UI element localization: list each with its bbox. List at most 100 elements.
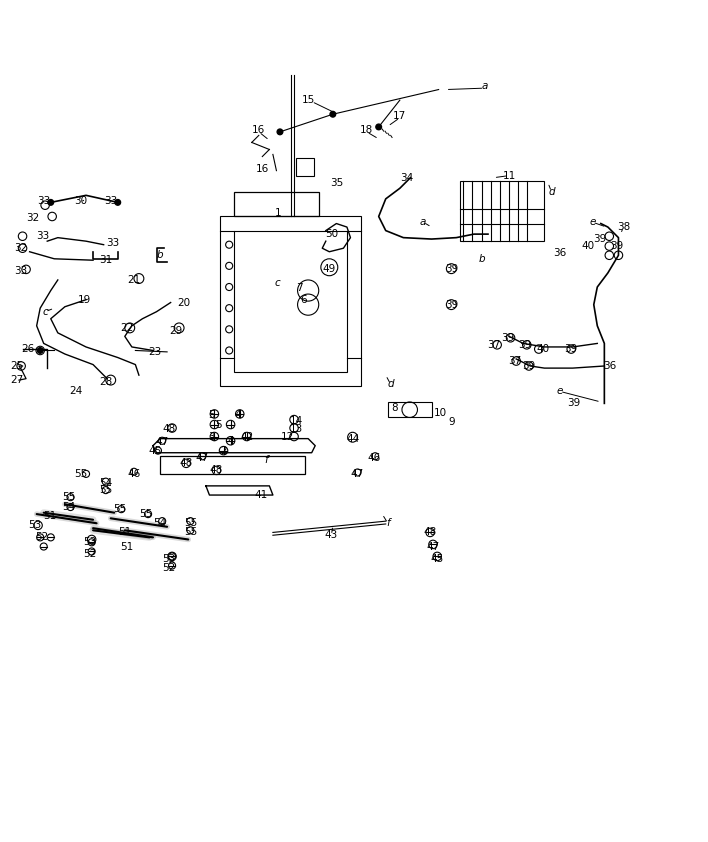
Text: 39: 39 bbox=[523, 361, 535, 371]
Text: 41: 41 bbox=[254, 490, 268, 500]
Text: 52: 52 bbox=[163, 562, 176, 573]
Text: 49: 49 bbox=[323, 264, 336, 274]
Text: 39: 39 bbox=[445, 300, 458, 310]
Text: 39: 39 bbox=[501, 333, 515, 343]
Text: c: c bbox=[275, 279, 280, 289]
Text: e: e bbox=[556, 386, 563, 397]
Text: e: e bbox=[589, 217, 595, 227]
Text: 29: 29 bbox=[170, 326, 183, 336]
Text: 47: 47 bbox=[195, 453, 209, 462]
Text: 4: 4 bbox=[227, 436, 234, 445]
Bar bbox=[296, 158, 314, 176]
Bar bbox=[160, 456, 304, 474]
Text: 53: 53 bbox=[83, 537, 96, 547]
Text: 23: 23 bbox=[149, 347, 161, 357]
Text: d: d bbox=[548, 187, 555, 197]
Text: 17: 17 bbox=[393, 111, 406, 121]
Text: 31: 31 bbox=[99, 255, 113, 265]
Text: c: c bbox=[42, 306, 48, 317]
Text: 32: 32 bbox=[26, 213, 40, 223]
Text: 33: 33 bbox=[106, 238, 120, 248]
Text: 55: 55 bbox=[139, 509, 153, 519]
Text: 2: 2 bbox=[220, 445, 227, 456]
Text: 44: 44 bbox=[346, 434, 359, 444]
Text: 42: 42 bbox=[240, 431, 253, 441]
Text: 39: 39 bbox=[610, 241, 623, 251]
Text: 33: 33 bbox=[104, 196, 118, 206]
Text: a: a bbox=[420, 217, 426, 227]
Text: 33: 33 bbox=[37, 196, 50, 206]
Bar bbox=[388, 402, 432, 418]
Text: 19: 19 bbox=[78, 295, 91, 305]
Bar bbox=[234, 192, 319, 216]
Text: 54: 54 bbox=[99, 478, 113, 488]
Text: 55: 55 bbox=[184, 527, 197, 537]
Text: 39: 39 bbox=[564, 344, 578, 354]
Text: 14: 14 bbox=[290, 416, 303, 426]
Text: 40: 40 bbox=[581, 241, 595, 251]
Text: 7: 7 bbox=[296, 284, 302, 293]
Text: 39: 39 bbox=[518, 340, 531, 349]
Text: 51: 51 bbox=[120, 541, 134, 552]
Text: 45: 45 bbox=[149, 445, 161, 456]
Text: 30: 30 bbox=[74, 196, 87, 206]
Text: 24: 24 bbox=[69, 386, 82, 397]
Bar bbox=[220, 216, 361, 386]
Text: 48: 48 bbox=[163, 424, 176, 434]
Text: 8: 8 bbox=[392, 403, 398, 413]
Text: 47: 47 bbox=[351, 469, 364, 479]
Text: 51: 51 bbox=[42, 511, 56, 521]
Text: 13: 13 bbox=[290, 424, 303, 434]
Text: 33: 33 bbox=[35, 232, 49, 241]
Text: b: b bbox=[156, 250, 164, 260]
Text: 27: 27 bbox=[11, 375, 23, 385]
Text: 37: 37 bbox=[487, 340, 501, 349]
Text: 37: 37 bbox=[508, 356, 521, 366]
Text: 4: 4 bbox=[234, 410, 241, 420]
Text: 48: 48 bbox=[423, 527, 437, 537]
Text: 6: 6 bbox=[300, 295, 307, 305]
Bar bbox=[234, 231, 347, 371]
Text: 20: 20 bbox=[177, 297, 190, 307]
Text: f: f bbox=[386, 519, 389, 528]
Text: 51: 51 bbox=[118, 527, 132, 537]
Text: 3: 3 bbox=[208, 431, 215, 441]
Text: 16: 16 bbox=[252, 125, 266, 136]
Text: 26: 26 bbox=[21, 344, 35, 354]
Text: 1: 1 bbox=[275, 208, 281, 218]
Text: 55: 55 bbox=[113, 504, 127, 514]
Text: 39: 39 bbox=[445, 264, 458, 274]
Circle shape bbox=[277, 129, 282, 135]
Text: 10: 10 bbox=[433, 408, 447, 418]
Circle shape bbox=[115, 200, 120, 205]
Text: 48: 48 bbox=[210, 466, 223, 476]
Text: 12: 12 bbox=[280, 431, 294, 441]
Text: 43: 43 bbox=[325, 530, 338, 541]
Text: 47: 47 bbox=[426, 541, 440, 552]
Text: 39: 39 bbox=[567, 398, 581, 408]
Text: 11: 11 bbox=[503, 171, 515, 180]
Text: 16: 16 bbox=[256, 163, 269, 173]
Text: 55: 55 bbox=[62, 493, 75, 502]
Text: 5: 5 bbox=[215, 419, 222, 429]
Text: 34: 34 bbox=[400, 173, 413, 183]
Text: 40: 40 bbox=[537, 344, 549, 354]
Text: 54: 54 bbox=[62, 502, 75, 512]
Text: 52: 52 bbox=[35, 532, 49, 542]
Text: f: f bbox=[264, 455, 268, 465]
Text: 28: 28 bbox=[99, 377, 113, 387]
Text: 46: 46 bbox=[367, 453, 380, 462]
Text: 45: 45 bbox=[430, 553, 444, 563]
Text: 55: 55 bbox=[74, 469, 87, 479]
Bar bbox=[459, 181, 544, 241]
Text: 54: 54 bbox=[154, 519, 166, 528]
Circle shape bbox=[330, 111, 336, 117]
Text: 48: 48 bbox=[180, 458, 193, 468]
Text: 35: 35 bbox=[330, 178, 343, 188]
Text: 18: 18 bbox=[360, 125, 373, 136]
Text: 32: 32 bbox=[14, 243, 28, 253]
Text: 52: 52 bbox=[83, 549, 96, 558]
Text: a: a bbox=[481, 81, 488, 91]
Text: 46: 46 bbox=[127, 469, 141, 479]
Text: 39: 39 bbox=[593, 234, 606, 244]
